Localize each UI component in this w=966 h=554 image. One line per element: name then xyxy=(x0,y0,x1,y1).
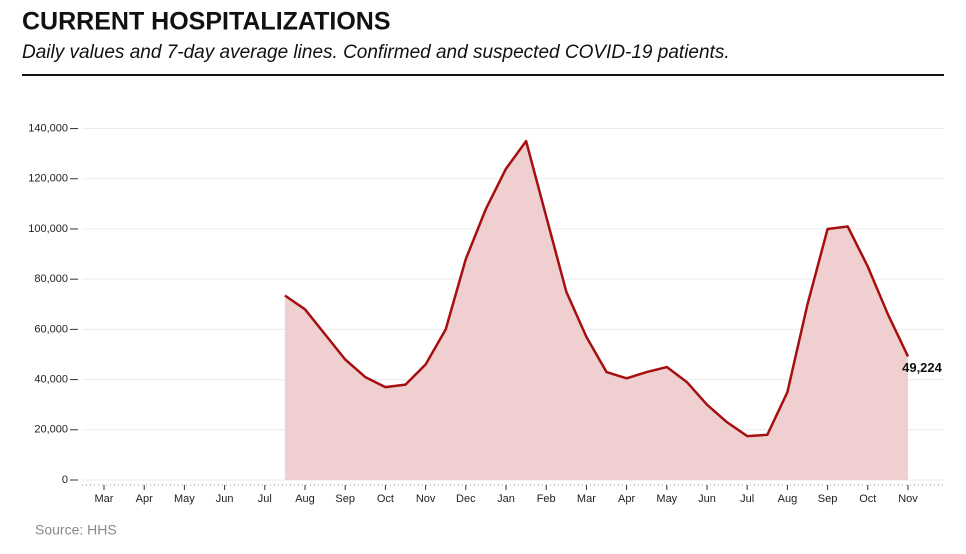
value-label: 49,224 xyxy=(902,360,943,375)
x-tick-label: Oct xyxy=(377,493,394,505)
x-tick-label: Apr xyxy=(618,493,635,505)
x-tick-label: Sep xyxy=(818,493,838,505)
y-tick-label: 20,000 xyxy=(34,424,68,436)
x-tick-label: Oct xyxy=(859,493,876,505)
x-tick-label: Nov xyxy=(898,493,918,505)
y-tick-label: 120,000 xyxy=(28,173,68,185)
x-tick-label: Jan xyxy=(497,493,515,505)
chart-subtitle: Daily values and 7-day average lines. Co… xyxy=(22,42,730,63)
x-tick-label: Mar xyxy=(95,493,114,505)
x-tick-label: Dec xyxy=(456,493,476,505)
y-tick-label: 140,000 xyxy=(28,122,68,134)
x-tick-label: May xyxy=(174,493,195,505)
x-tick-label: Jun xyxy=(698,493,716,505)
x-tick-label: Aug xyxy=(295,493,315,505)
y-tick-label: 0 xyxy=(62,474,68,486)
x-tick-label: Jun xyxy=(216,493,234,505)
source: Source: HHS xyxy=(35,522,117,538)
x-tick-label: Mar xyxy=(577,493,596,505)
y-tick-label: 80,000 xyxy=(34,273,68,285)
x-tick-label: Jul xyxy=(258,493,272,505)
x-tick-label: Aug xyxy=(778,493,798,505)
x-tick-label: Sep xyxy=(335,493,355,505)
x-tick-label: Feb xyxy=(537,493,556,505)
area xyxy=(284,141,908,480)
x-tick-label: Nov xyxy=(416,493,436,505)
y-tick-label: 60,000 xyxy=(34,323,68,335)
y-tick-label: 100,000 xyxy=(28,223,68,235)
x-tick-label: Jul xyxy=(740,493,754,505)
y-tick-label: 40,000 xyxy=(34,373,68,385)
chart-title: CURRENT HOSPITALIZATIONS xyxy=(22,8,391,36)
x-tick-label: May xyxy=(656,493,677,505)
x-tick-label: Apr xyxy=(136,493,153,505)
line xyxy=(284,139,910,438)
